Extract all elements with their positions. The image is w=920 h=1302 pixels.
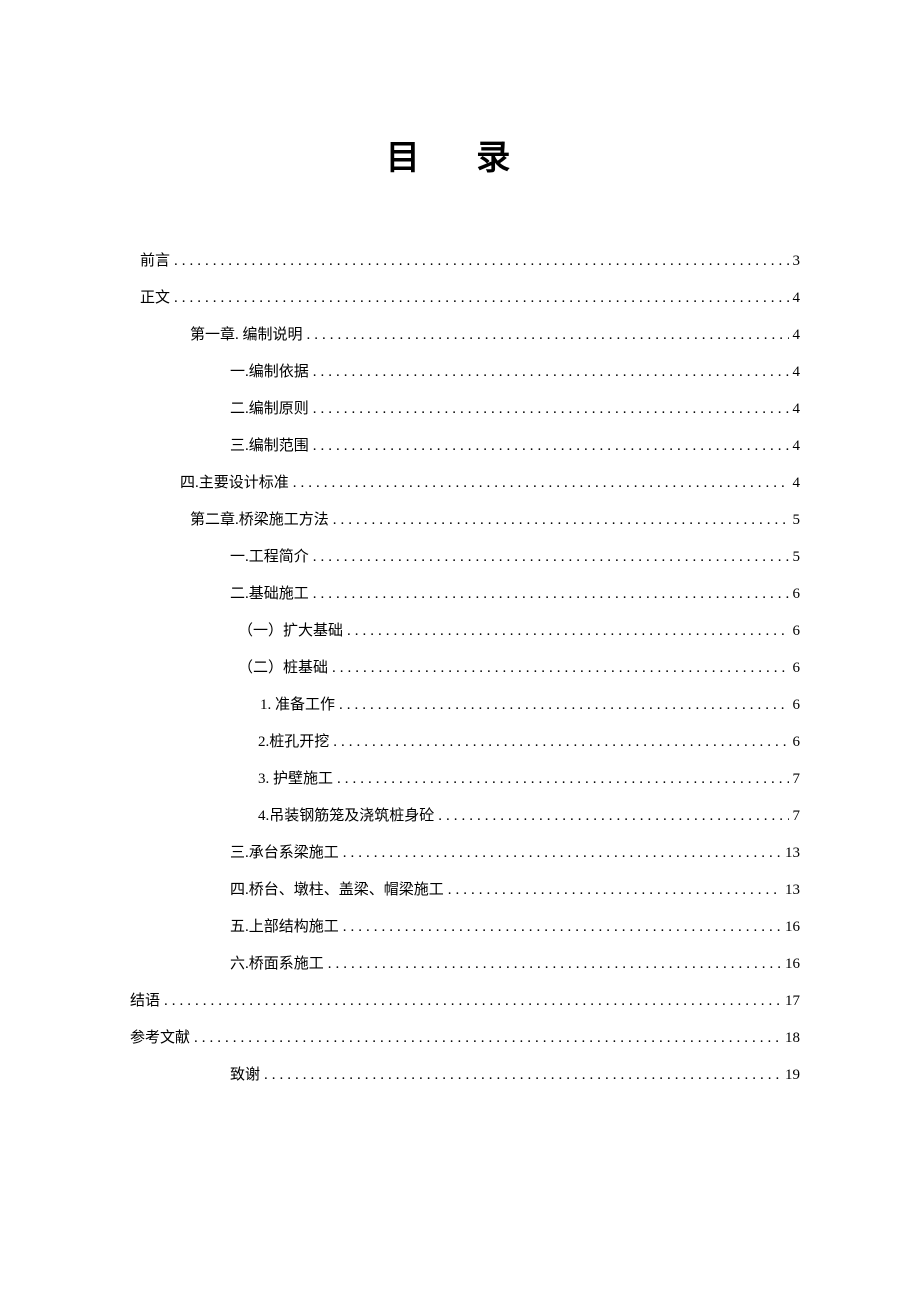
toc-entry: 4.吊装钢筋笼及浇筑桩身砼 7 [120, 804, 800, 828]
toc-entry: 1. 准备工作 6 [120, 693, 800, 717]
toc-entry-label: 六.桥面系施工 [230, 952, 324, 976]
toc-entry: 六.桥面系施工 16 [120, 952, 800, 976]
toc-leader-dots [164, 989, 781, 1013]
toc-leader-dots [264, 1063, 781, 1087]
toc-entry-label: 一.编制依据 [230, 360, 309, 384]
toc-entry: 前言 3 [120, 249, 800, 273]
toc-leader-dots [313, 397, 789, 421]
toc-leader-dots [293, 471, 789, 495]
toc-entry: 一.工程简介 5 [120, 545, 800, 569]
toc-entry-label: 二.基础施工 [230, 582, 309, 606]
toc-entry-page: 4 [793, 471, 801, 495]
toc-leader-dots [337, 767, 788, 791]
toc-entry: 2.桩孔开挖 6 [120, 730, 800, 754]
toc-entry-label: 四.主要设计标准 [180, 471, 289, 495]
toc-leader-dots [194, 1026, 781, 1050]
toc-entry-page: 4 [793, 434, 801, 458]
toc-entry-label: 五.上部结构施工 [230, 915, 339, 939]
toc-leader-dots [343, 841, 781, 865]
toc-entry: 参考文献 18 [120, 1026, 800, 1050]
toc-leader-dots [313, 434, 789, 458]
toc-entry: 3. 护壁施工 7 [120, 767, 800, 791]
toc-leader-dots [332, 656, 788, 680]
toc-list: 前言3正文4第一章. 编制说明4一.编制依据4二.编制原则4三.编制范围4四.主… [120, 249, 800, 1087]
toc-entry-page: 4 [793, 397, 801, 421]
toc-title: 目 录 [120, 130, 800, 179]
toc-entry-label: 第二章.桥梁施工方法 [190, 508, 329, 532]
toc-entry-label: 1. 准备工作 [260, 693, 335, 717]
toc-entry-label: 正文 [140, 286, 170, 310]
toc-entry-label: 致谢 [230, 1063, 260, 1087]
toc-entry-page: 16 [785, 915, 800, 939]
toc-entry-page: 4 [793, 286, 801, 310]
toc-entry: （二）桩基础 6 [120, 656, 800, 680]
toc-leader-dots [313, 582, 789, 606]
toc-entry-page: 5 [793, 545, 801, 569]
toc-entry: 正文 4 [120, 286, 800, 310]
toc-leader-dots [347, 619, 788, 643]
toc-entry: 二.编制原则 4 [120, 397, 800, 421]
toc-entry-page: 16 [785, 952, 800, 976]
toc-leader-dots [333, 730, 788, 754]
toc-leader-dots [307, 323, 789, 347]
toc-leader-dots [343, 915, 781, 939]
toc-entry-page: 13 [785, 841, 800, 865]
toc-entry: 第二章.桥梁施工方法 5 [120, 508, 800, 532]
toc-entry-page: 7 [793, 804, 801, 828]
toc-entry: 致谢 19 [120, 1063, 800, 1087]
toc-entry: 第一章. 编制说明 4 [120, 323, 800, 347]
toc-entry-page: 4 [793, 360, 801, 384]
toc-entry-page: 6 [793, 582, 801, 606]
toc-entry: 四.桥台、墩柱、盖梁、帽梁施工 13 [120, 878, 800, 902]
toc-entry: 三.编制范围 4 [120, 434, 800, 458]
toc-entry: （一）扩大基础 6 [120, 619, 800, 643]
toc-entry-label: 四.桥台、墩柱、盖梁、帽梁施工 [230, 878, 444, 902]
toc-entry-page: 18 [785, 1026, 800, 1050]
toc-entry-label: 4.吊装钢筋笼及浇筑桩身砼 [258, 804, 434, 828]
toc-entry-label: （二）桩基础 [238, 656, 328, 680]
toc-leader-dots [339, 693, 788, 717]
toc-entry-label: 参考文献 [130, 1026, 190, 1050]
toc-entry-label: 三.编制范围 [230, 434, 309, 458]
toc-leader-dots [333, 508, 789, 532]
toc-entry-label: 3. 护壁施工 [258, 767, 333, 791]
toc-entry: 二.基础施工 6 [120, 582, 800, 606]
toc-entry-label: （一）扩大基础 [238, 619, 343, 643]
toc-entry-label: 前言 [140, 249, 170, 273]
toc-entry-label: 三.承台系梁施工 [230, 841, 339, 865]
toc-entry-page: 5 [793, 508, 801, 532]
toc-entry-page: 4 [793, 323, 801, 347]
toc-entry-page: 6 [793, 693, 801, 717]
toc-leader-dots [174, 286, 788, 310]
toc-leader-dots [174, 249, 788, 273]
toc-leader-dots [313, 545, 789, 569]
toc-entry-page: 13 [785, 878, 800, 902]
toc-entry: 结语 17 [120, 989, 800, 1013]
toc-leader-dots [313, 360, 789, 384]
toc-entry: 五.上部结构施工 16 [120, 915, 800, 939]
toc-entry: 一.编制依据 4 [120, 360, 800, 384]
toc-leader-dots [448, 878, 781, 902]
toc-entry-label: 结语 [130, 989, 160, 1013]
toc-entry-page: 7 [793, 767, 801, 791]
toc-entry-page: 17 [785, 989, 800, 1013]
toc-leader-dots [438, 804, 788, 828]
toc-entry-page: 6 [793, 619, 801, 643]
toc-entry-label: 第一章. 编制说明 [190, 323, 303, 347]
toc-entry: 三.承台系梁施工 13 [120, 841, 800, 865]
toc-entry-label: 2.桩孔开挖 [258, 730, 329, 754]
toc-entry-label: 一.工程简介 [230, 545, 309, 569]
toc-entry: 四.主要设计标准 4 [120, 471, 800, 495]
toc-entry-page: 6 [793, 656, 801, 680]
toc-entry-page: 19 [785, 1063, 800, 1087]
toc-entry-label: 二.编制原则 [230, 397, 309, 421]
toc-entry-page: 3 [793, 249, 801, 273]
toc-leader-dots [328, 952, 781, 976]
toc-entry-page: 6 [793, 730, 801, 754]
